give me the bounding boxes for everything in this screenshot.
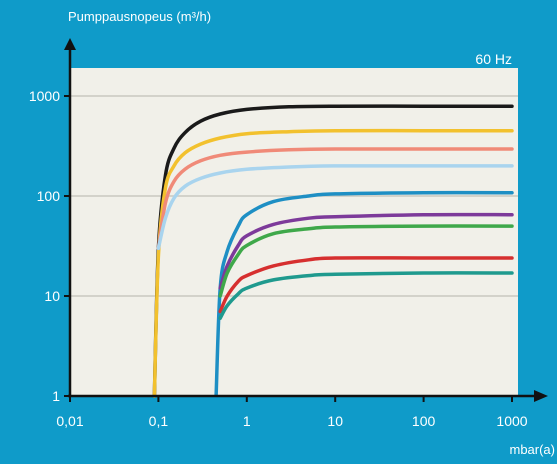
- y-tick-label: 1000: [29, 88, 60, 104]
- y-axis-title: Pumppausnopeus (m³/h): [68, 9, 211, 24]
- axes: [64, 38, 548, 402]
- series-line-7: [218, 224, 514, 298]
- series-layer: [152, 104, 514, 398]
- x-tick-label: 0,01: [56, 413, 83, 429]
- series-line-3: [156, 147, 514, 251]
- x-tick-label: 1000: [496, 413, 527, 429]
- series-line-4: [156, 164, 514, 251]
- series-line-8: [218, 256, 514, 314]
- frequency-annotation: 60 Hz: [475, 51, 512, 67]
- y-axis-arrow: [64, 38, 76, 50]
- x-tick-label: 0,1: [149, 413, 169, 429]
- y-tick-label: 10: [44, 288, 60, 304]
- x-axis-arrow: [534, 390, 548, 402]
- ticks: 1 10 100 1000 0,01 0,1 1 10 100 1000: [29, 88, 528, 429]
- x-tick-label: 100: [412, 413, 436, 429]
- series-line-5: [214, 190, 514, 398]
- x-axis-title: mbar(a): [509, 442, 555, 457]
- x-tick-label: 10: [327, 413, 343, 429]
- series-line-6: [218, 212, 514, 290]
- series-line-9: [218, 271, 514, 320]
- y-tick-label: 1: [52, 388, 60, 404]
- x-tick-label: 1: [243, 413, 251, 429]
- y-tick-label: 100: [37, 188, 61, 204]
